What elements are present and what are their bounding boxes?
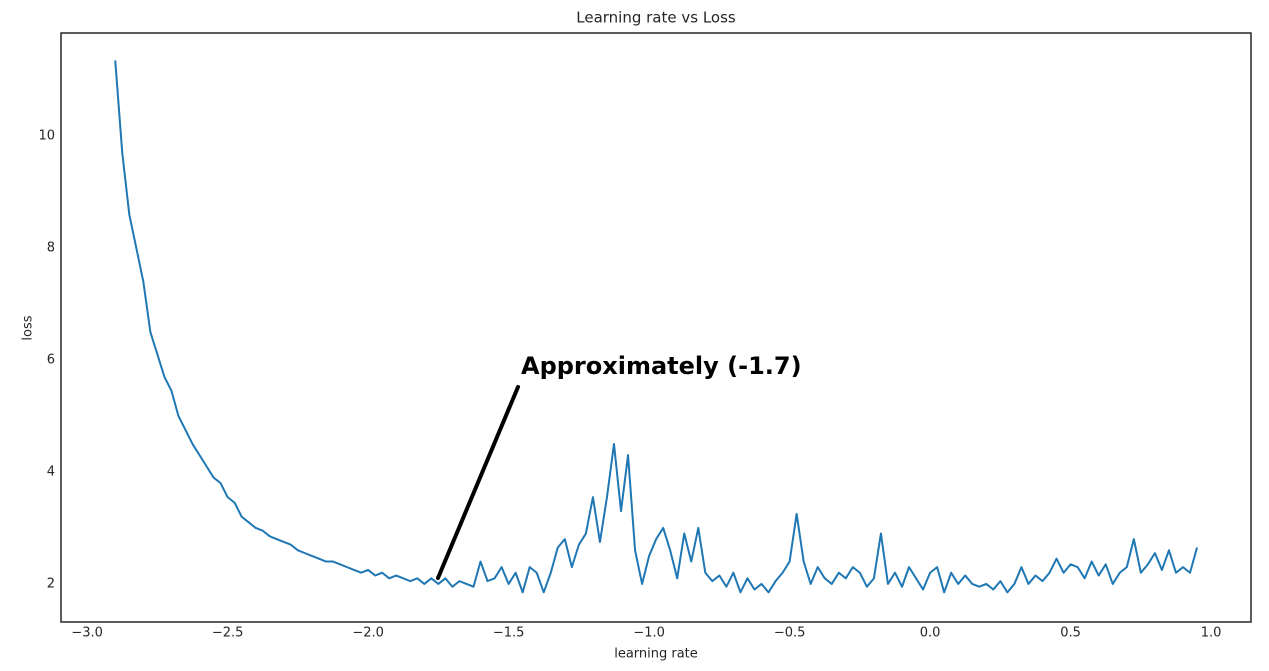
plot-frame <box>60 32 1252 623</box>
y-tick-label: 10 <box>38 129 55 144</box>
y-tick-label: 2 <box>47 576 55 591</box>
x-tick-label: −2.0 <box>352 626 384 641</box>
chart-title: Learning rate vs Loss <box>576 9 736 27</box>
y-tick-label: 6 <box>47 352 55 367</box>
x-tick-label: −0.5 <box>774 626 806 641</box>
x-axis-label: learning rate <box>614 647 698 662</box>
x-tick-label: −1.0 <box>633 626 665 641</box>
x-tick-label: −1.5 <box>493 626 525 641</box>
x-tick-label: 1.0 <box>1201 626 1222 641</box>
x-tick-label: −2.5 <box>212 626 244 641</box>
annotation-arrow <box>436 385 520 580</box>
annotation: Approximately (-1.7) <box>521 352 802 380</box>
x-tick-label: 0.0 <box>920 626 941 641</box>
y-tick-label: 4 <box>47 464 55 479</box>
loss-line <box>114 60 1199 594</box>
x-tick-label: 0.5 <box>1060 626 1081 641</box>
y-tick-label: 8 <box>47 240 55 255</box>
y-axis-label: loss <box>21 315 36 340</box>
x-tick-label: −3.0 <box>71 626 103 641</box>
